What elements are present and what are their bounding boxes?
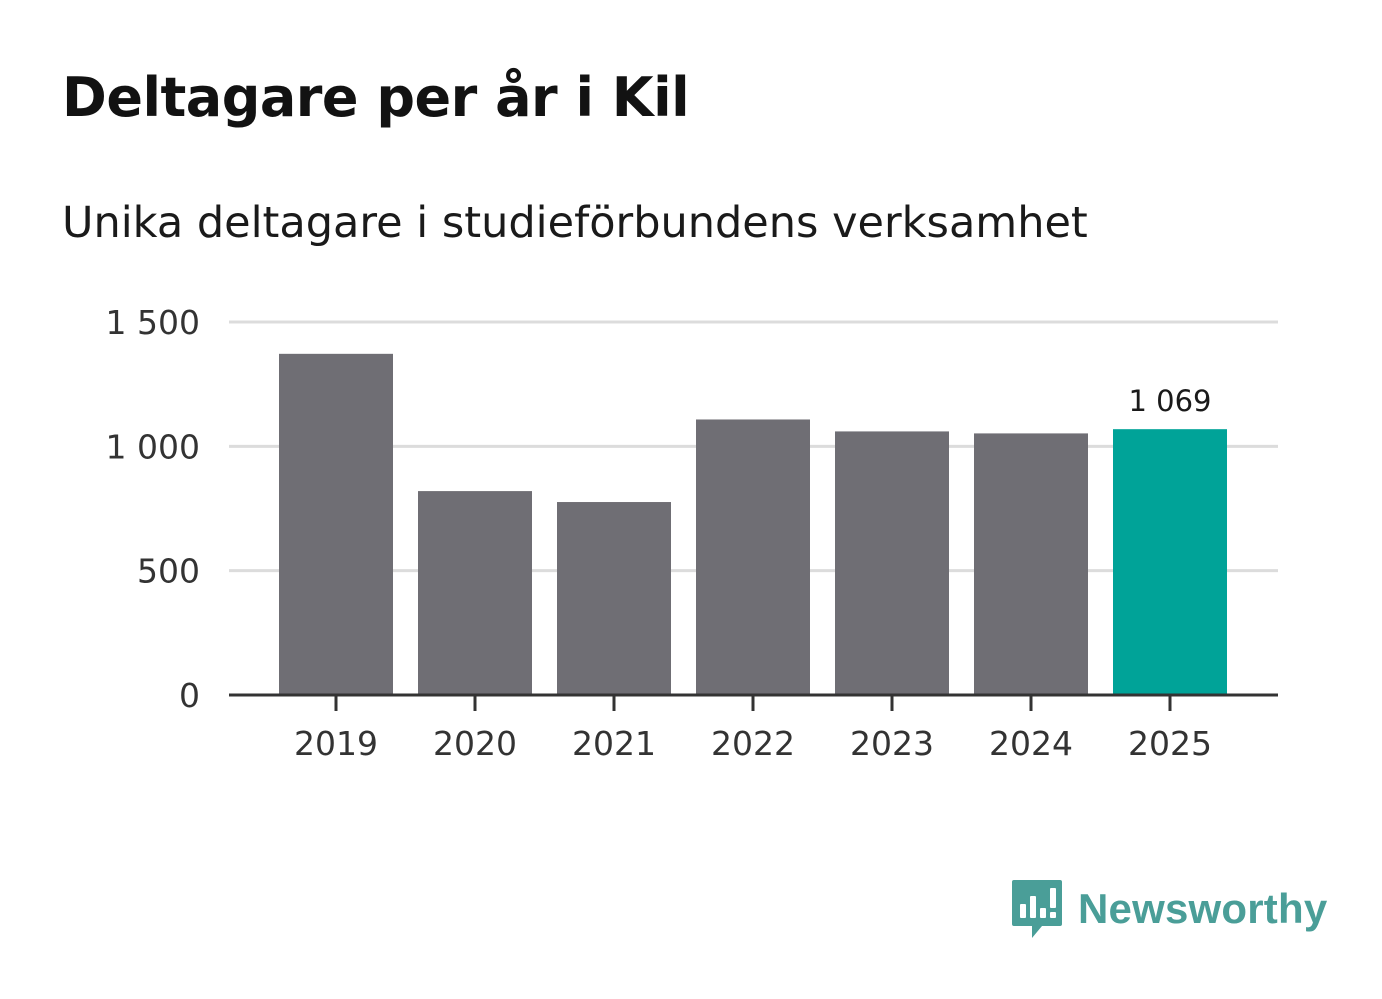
bar-2025: [1113, 429, 1227, 695]
bar-2022: [696, 419, 810, 695]
x-tick-label: 2020: [433, 724, 517, 763]
newsworthy-logo-icon: [1012, 880, 1062, 938]
bar-2023: [835, 431, 949, 695]
bar-2024: [974, 433, 1088, 695]
x-tick-label: 2023: [850, 724, 934, 763]
bar-2021: [557, 502, 671, 695]
y-tick-label: 1 000: [106, 427, 200, 466]
data-label: 1 069: [1128, 384, 1211, 418]
x-tick-label: 2019: [294, 724, 378, 763]
y-tick-label: 1 500: [106, 303, 200, 342]
x-axis-tick-labels: 2019 2020 2021 2022 2023 2024 2025: [294, 724, 1212, 763]
y-tick-label: 500: [137, 552, 200, 591]
bar-2019: [279, 353, 393, 695]
bar-2020: [418, 491, 532, 695]
brand-name: Newsworthy: [1078, 885, 1328, 932]
x-tick-label: 2021: [572, 724, 656, 763]
x-tick-label: 2025: [1128, 724, 1212, 763]
bars: [279, 353, 1227, 695]
newsworthy-logo: Newsworthy: [1010, 878, 1327, 940]
chart-title: Deltagare per år i Kil: [62, 66, 690, 129]
x-tick-label: 2022: [711, 724, 795, 763]
x-axis: [229, 693, 1278, 711]
x-tick-label: 2024: [989, 724, 1073, 763]
data-labels: 1 069: [1128, 384, 1211, 418]
chart-subtitle: Unika deltagare i studieförbundens verks…: [62, 198, 1088, 248]
y-axis-tick-labels: 0 500 1 000 1 500: [106, 303, 200, 715]
y-tick-label: 0: [179, 676, 200, 715]
